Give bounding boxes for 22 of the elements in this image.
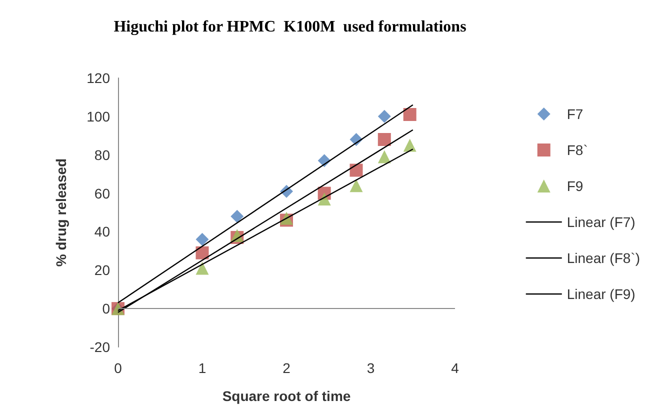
legend-label: Linear (F9): [566, 286, 636, 302]
legend-label: F8`: [566, 142, 588, 158]
legend-label: F9: [566, 178, 584, 194]
x-tick-label: 0: [114, 360, 122, 376]
x-axis-title: Square root of time: [222, 388, 351, 404]
legend-label: F7: [566, 106, 584, 122]
x-tick-label: 2: [282, 360, 291, 376]
y-tick-label: 120: [86, 70, 110, 86]
y-tick-label: 0: [102, 300, 110, 317]
x-tick-label: 3: [366, 360, 375, 376]
legend-label: Linear (F7): [566, 214, 636, 230]
y-tick-label: 40: [94, 224, 110, 240]
x-tick-label: 1: [198, 360, 206, 376]
legend-label: Linear (F8`): [566, 250, 640, 266]
y-tick-label: 100: [86, 108, 110, 124]
y-axis-title: % drug released: [53, 158, 69, 267]
y-tick-label: 80: [94, 146, 110, 163]
chart-title: Higuchi plot for HPMC K100M used formulations: [114, 18, 466, 36]
y-tick-label: 60: [94, 185, 110, 202]
x-tick-label: 4: [451, 360, 460, 376]
y-tick-label: -20: [90, 339, 110, 355]
y-tick-label: 20: [94, 262, 110, 278]
